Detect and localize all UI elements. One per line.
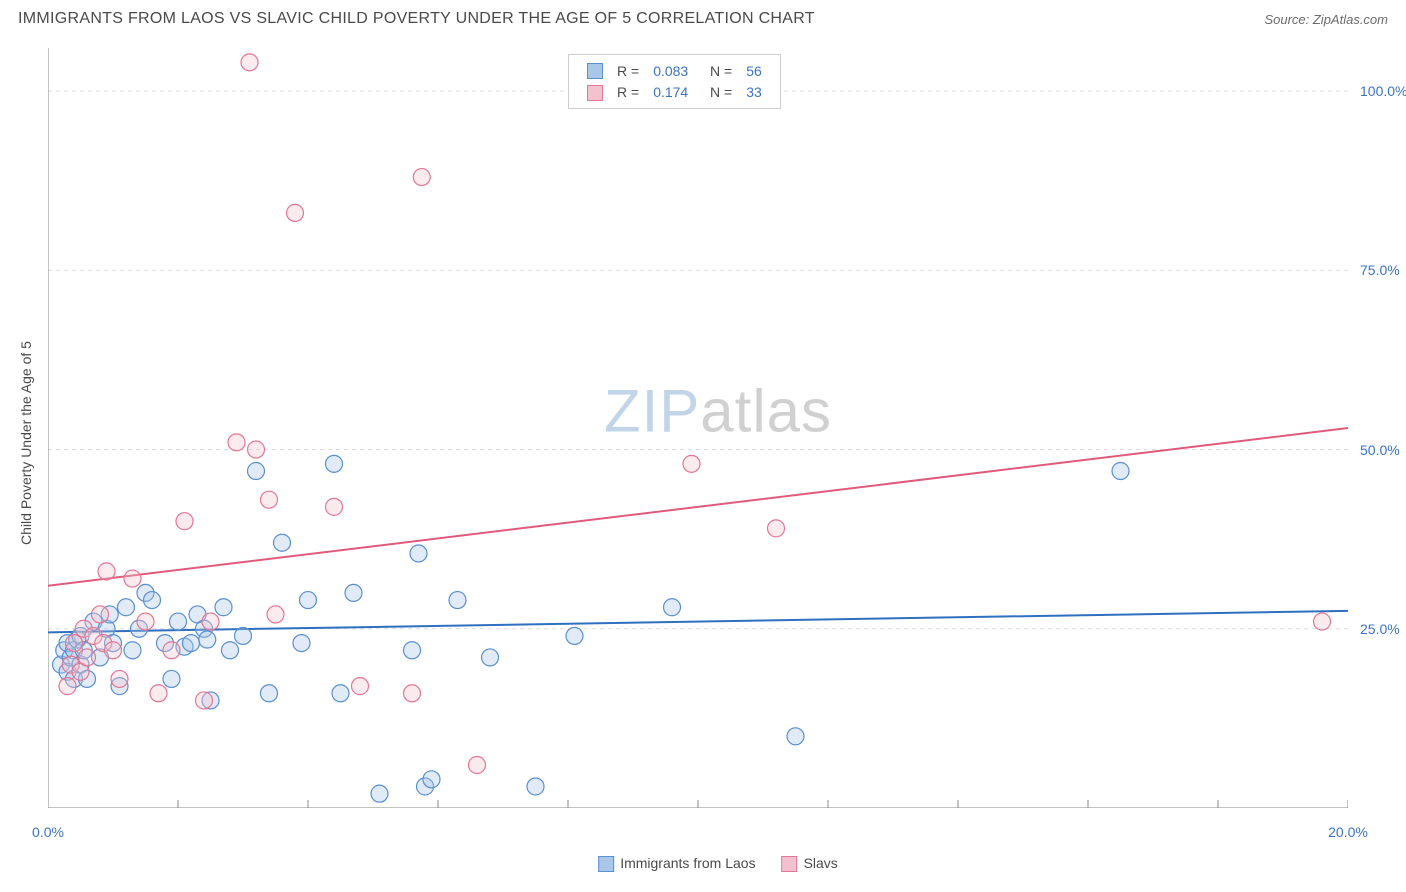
scatter-plot — [48, 48, 1348, 808]
legend-item: Slavs — [782, 855, 838, 872]
stats-legend-row: R =0.083 N =56 — [581, 61, 768, 80]
legend-label: Immigrants from Laos — [620, 855, 755, 871]
legend-swatch — [782, 856, 798, 872]
y-axis-label: Child Poverty Under the Age of 5 — [18, 341, 34, 545]
n-label: N = — [696, 82, 738, 101]
legend-swatch — [587, 85, 603, 101]
n-value: 56 — [740, 61, 768, 80]
y-tick-label: 25.0% — [1360, 621, 1400, 637]
y-tick-label: 75.0% — [1360, 262, 1400, 278]
chart-header: IMMIGRANTS FROM LAOS VS SLAVIC CHILD POV… — [0, 0, 1406, 34]
r-label: R = — [611, 82, 645, 101]
source-attribution: Source: ZipAtlas.com — [1264, 12, 1388, 27]
stats-legend-row: R =0.174 N =33 — [581, 82, 768, 101]
n-value: 33 — [740, 82, 768, 101]
x-tick-label: 0.0% — [32, 824, 64, 840]
legend-item: Immigrants from Laos — [598, 855, 755, 872]
chart-title: IMMIGRANTS FROM LAOS VS SLAVIC CHILD POV… — [18, 10, 815, 28]
n-label: N = — [696, 61, 738, 80]
legend-swatch — [587, 63, 603, 79]
y-tick-label: 50.0% — [1360, 442, 1400, 458]
legend-swatch — [598, 856, 614, 872]
r-value: 0.174 — [647, 82, 694, 101]
chart-area: Child Poverty Under the Age of 5 ZIPatla… — [48, 48, 1388, 838]
stats-legend: R =0.083 N =56R =0.174 N =33 — [568, 54, 781, 109]
x-tick-label: 20.0% — [1328, 824, 1368, 840]
series-legend: Immigrants from Laos Slavs — [598, 855, 838, 872]
source-name: ZipAtlas.com — [1313, 12, 1388, 27]
r-label: R = — [611, 61, 645, 80]
source-prefix: Source: — [1264, 12, 1312, 27]
r-value: 0.083 — [647, 61, 694, 80]
y-tick-label: 100.0% — [1360, 83, 1406, 99]
legend-label: Slavs — [804, 855, 838, 871]
